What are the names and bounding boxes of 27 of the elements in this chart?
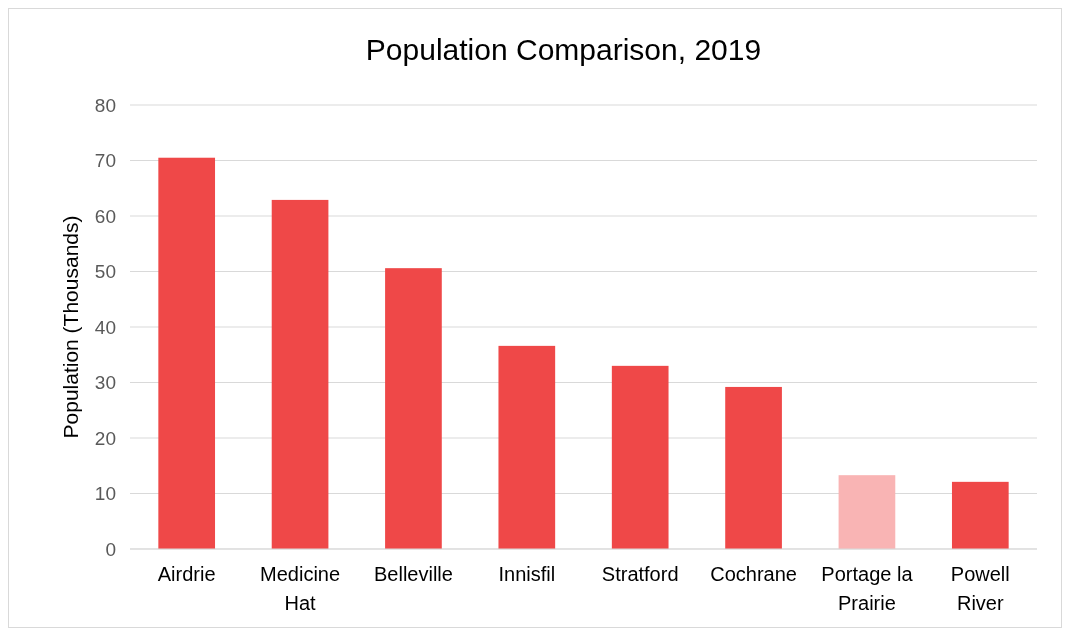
y-axis-title: Population (Thousands) bbox=[59, 215, 82, 439]
bar bbox=[498, 345, 556, 549]
y-tick-label: 40 bbox=[94, 316, 116, 338]
y-tick-label: 0 bbox=[105, 538, 116, 560]
x-tick-label: Stratford bbox=[601, 563, 679, 585]
y-tick-label: 60 bbox=[94, 205, 116, 227]
bar bbox=[271, 199, 329, 549]
y-tick-label: 70 bbox=[94, 150, 116, 172]
x-tick-label: Airdrie bbox=[157, 563, 216, 585]
y-tick-label: 20 bbox=[94, 427, 116, 449]
x-tick-label: Innisfil bbox=[498, 563, 556, 585]
x-tick-label: Cochrane bbox=[710, 563, 797, 585]
chart-title: Population Comparison, 2019 bbox=[365, 33, 762, 66]
bar bbox=[838, 475, 896, 549]
y-tick-label: 80 bbox=[94, 94, 116, 116]
x-tick-label: Belleville bbox=[373, 563, 453, 585]
x-tick-label: Portage la Prairie bbox=[821, 563, 914, 614]
bar bbox=[725, 386, 782, 549]
bar bbox=[385, 268, 442, 549]
bar bbox=[611, 365, 669, 549]
y-tick-label: 30 bbox=[94, 372, 116, 394]
x-tick-label: Powell River bbox=[950, 563, 1010, 614]
bar bbox=[158, 157, 216, 549]
y-tick-label: 50 bbox=[94, 261, 116, 283]
y-tick-label: 10 bbox=[94, 483, 116, 505]
bar bbox=[951, 481, 1009, 549]
x-tick-label: Medicine Hat bbox=[260, 563, 341, 614]
